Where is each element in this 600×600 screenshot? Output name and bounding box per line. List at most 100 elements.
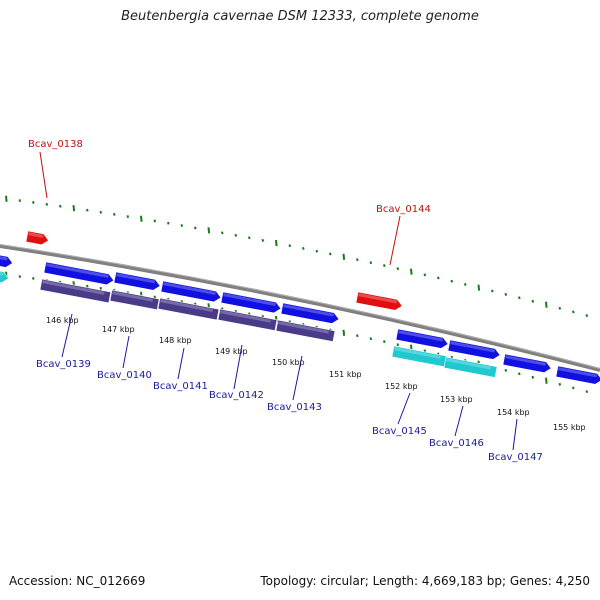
outer-tick: [356, 258, 359, 262]
inner-tick: [342, 329, 346, 336]
outer-tick: [315, 249, 319, 253]
outer-tick: [572, 310, 575, 314]
gene-box: [39, 278, 112, 304]
label-leader-line: [61, 313, 73, 358]
gene-label-bcav_0144: Bcav_0144: [376, 204, 431, 215]
outer-tick: [5, 195, 8, 202]
outer-tick: [113, 212, 116, 216]
highlight-gene-arrow: [25, 230, 50, 246]
scale-label: 152 kbp: [385, 382, 418, 391]
gene-box: [109, 289, 160, 311]
gene-labels: Bcav_0138Bcav_0144Bcav_0139Bcav_0140Bcav…: [28, 139, 543, 463]
outer-tick: [302, 246, 305, 250]
scale-label: 148 kbp: [159, 336, 192, 345]
outer-tick: [45, 202, 49, 206]
label-leader-line: [233, 344, 243, 390]
outer-tick: [59, 204, 62, 208]
inner-tick: [504, 368, 508, 372]
outer-tick: [410, 268, 413, 275]
highlight-gene-arrow: [355, 291, 403, 311]
outer-tick: [288, 244, 292, 248]
outer-tick: [464, 282, 467, 286]
inner-tick: [356, 334, 359, 338]
genome-summary-text: Topology: circular; Length: 4,669,183 bp…: [260, 574, 590, 588]
gene-label-bcav_0139: Bcav_0139: [36, 359, 91, 370]
outer-tick: [153, 219, 157, 223]
label-leader-line: [512, 418, 518, 451]
outer-tick: [72, 205, 76, 212]
gene-arrow: [395, 328, 449, 349]
outer-tick: [32, 200, 35, 204]
scale-label: 146 kbp: [46, 316, 79, 325]
map-title: Beutenbergia cavernae DSM 12333, complet…: [121, 9, 479, 24]
outer-tick: [248, 236, 251, 240]
outer-tick: [491, 289, 494, 293]
label-leader-line: [39, 151, 48, 199]
outer-tick: [558, 306, 562, 310]
inner-tick: [369, 337, 373, 341]
rna-gene-box: [391, 345, 448, 368]
outer-tick: [437, 276, 440, 280]
gene-arrow: [160, 280, 222, 303]
inner-tick: [518, 372, 521, 376]
scale-label: 154 kbp: [497, 408, 530, 417]
genome-backbone: [0, 244, 600, 372]
label-leader-line: [389, 215, 401, 266]
inner-tick: [99, 286, 103, 290]
outer-tick: [126, 215, 130, 218]
gene-box: [217, 308, 278, 331]
outer-tick: [275, 239, 278, 247]
outer-tick: [423, 273, 427, 277]
accession-text: Accession: NC_012669: [9, 574, 146, 588]
label-leader-line: [177, 347, 185, 380]
outer-tick: [18, 199, 22, 203]
gene-arrow: [280, 302, 340, 324]
outer-tick: [194, 226, 197, 230]
gene-label-bcav_0146: Bcav_0146: [429, 438, 484, 449]
inner-tick: [153, 295, 157, 299]
inner-tick: [531, 375, 535, 379]
inner-tick: [383, 340, 386, 344]
gene-features: [0, 230, 600, 385]
gene-label-bcav_0147: Bcav_0147: [488, 452, 543, 463]
gene-box: [275, 319, 336, 342]
gene-label-bcav_0145: Bcav_0145: [372, 426, 427, 437]
scale-label: 150 kbp: [272, 358, 305, 367]
outer-tick: [545, 301, 548, 308]
gene-arrow: [220, 291, 282, 314]
label-leader-line: [397, 392, 411, 425]
gene-arrow-left-edge-rna: [0, 269, 10, 283]
outer-tick: [450, 279, 454, 283]
inner-tick: [545, 377, 548, 384]
gene-box: [157, 297, 220, 321]
gene-arrow: [113, 271, 161, 291]
gene-arrow: [447, 339, 501, 360]
outer-tick: [221, 231, 224, 235]
scale-label: 149 kbp: [215, 347, 248, 356]
scale-labels: 146 kbp 147 kbp 148 kbp 149 kbp 150 kbp 151 k…: [46, 316, 586, 432]
outer-tick: [531, 299, 535, 303]
gene-label-bcav_0142: Bcav_0142: [209, 390, 264, 401]
gene-arrow: [555, 365, 600, 385]
outer-tick: [234, 233, 238, 237]
label-leader-line: [454, 405, 464, 437]
outer-tick: [477, 284, 481, 291]
gene-label-bcav_0143: Bcav_0143: [267, 402, 322, 413]
outer-tick: [261, 238, 265, 242]
outer-tick: [504, 292, 508, 296]
scale-label: 155 kbp: [553, 423, 586, 432]
outer-tick: [329, 252, 332, 256]
outer-tick-track: [5, 195, 589, 317]
gene-label-bcav_0141: Bcav_0141: [153, 381, 208, 392]
inner-tick: [18, 275, 22, 279]
label-leader-line: [122, 335, 130, 369]
outer-tick: [86, 208, 89, 212]
outer-tick: [207, 227, 211, 234]
outer-tick: [396, 267, 400, 271]
inner-tick: [86, 284, 89, 288]
rna-gene-box: [443, 356, 498, 378]
outer-tick: [140, 215, 143, 222]
inner-tick: [585, 390, 589, 393]
outer-tick: [383, 264, 386, 268]
